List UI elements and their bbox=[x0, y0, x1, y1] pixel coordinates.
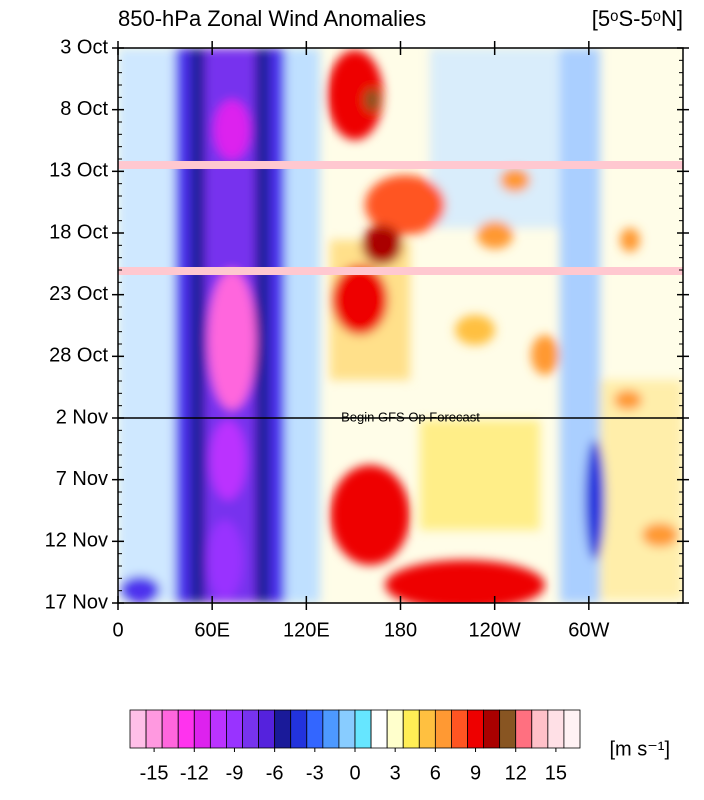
y-tick-label: 12 Nov bbox=[45, 530, 108, 552]
y-tick-label: 3 Oct bbox=[60, 36, 108, 58]
colorbar-label: 0 bbox=[349, 762, 360, 784]
colorbar-swatch bbox=[547, 709, 565, 749]
colorbar-swatch bbox=[258, 709, 276, 749]
x-tick-label: 180 bbox=[384, 619, 417, 641]
colorbar-swatch bbox=[129, 709, 147, 749]
colorbar-label: 3 bbox=[390, 762, 401, 784]
colorbar-swatch bbox=[354, 709, 372, 749]
colorbar-swatch bbox=[161, 709, 179, 749]
colorbar-swatch bbox=[177, 709, 195, 749]
colorbar-swatch bbox=[451, 709, 468, 749]
colorbar-swatch bbox=[193, 709, 211, 749]
colorbar-swatch bbox=[531, 709, 549, 749]
colorbar-swatch bbox=[386, 709, 404, 749]
colorbar-swatch bbox=[209, 709, 227, 749]
colorbar-swatch bbox=[226, 709, 243, 749]
colorbar-swatch bbox=[499, 709, 517, 749]
colorbar-swatch bbox=[145, 709, 163, 749]
colorbar-swatch bbox=[418, 709, 436, 749]
colorbar-swatch bbox=[483, 709, 501, 749]
colorbar-swatch bbox=[290, 709, 308, 749]
colorbar-swatch bbox=[306, 709, 324, 749]
colorbar-label: -6 bbox=[266, 762, 284, 784]
colorbar-label: 6 bbox=[430, 762, 441, 784]
x-tick-label: 60E bbox=[194, 619, 230, 641]
y-tick-label: 18 Oct bbox=[49, 221, 108, 243]
colorbar-label: -3 bbox=[306, 762, 324, 784]
chart-subtitle: [5ᵒS-5ᵒN] bbox=[592, 6, 683, 31]
y-tick-label: 28 Oct bbox=[49, 345, 108, 367]
colorbar-swatch bbox=[242, 709, 259, 749]
colorbar-swatch bbox=[338, 709, 356, 749]
colorbar-swatch bbox=[274, 709, 292, 749]
x-tick-label: 60W bbox=[568, 619, 609, 641]
colorbar-swatch bbox=[434, 709, 452, 749]
colorbar-label: -15 bbox=[140, 762, 169, 784]
colorbar-label: 9 bbox=[470, 762, 481, 784]
y-tick-label: 13 Oct bbox=[49, 160, 108, 182]
colorbar-swatch bbox=[467, 709, 484, 749]
forecast-annotation: Begin GFS Op Forecast bbox=[341, 409, 480, 424]
colorbar-swatch bbox=[402, 709, 420, 749]
colorbar-label: -12 bbox=[180, 762, 209, 784]
y-tick-label: 8 Oct bbox=[60, 98, 108, 120]
y-tick-label: 7 Nov bbox=[56, 468, 108, 490]
anomaly-field bbox=[118, 48, 683, 603]
colorbar-swatch bbox=[563, 709, 581, 749]
colorbar-swatch bbox=[370, 709, 388, 749]
colorbar-label: 12 bbox=[505, 762, 527, 784]
colorbar-swatch bbox=[515, 709, 533, 749]
chart-title: 850-hPa Zonal Wind Anomalies bbox=[118, 6, 426, 31]
y-tick-label: 23 Oct bbox=[49, 283, 108, 305]
colorbar-swatch bbox=[322, 709, 340, 749]
colorbar-label: -9 bbox=[226, 762, 244, 784]
x-tick-label: 120E bbox=[283, 619, 330, 641]
y-tick-label: 2 Nov bbox=[56, 406, 108, 428]
x-tick-label: 0 bbox=[112, 619, 123, 641]
x-tick-label: 120W bbox=[469, 619, 521, 641]
y-tick-label: 17 Nov bbox=[45, 591, 108, 613]
colorbar-units: [m s⁻¹] bbox=[609, 738, 670, 760]
colorbar-label: 15 bbox=[545, 762, 567, 784]
